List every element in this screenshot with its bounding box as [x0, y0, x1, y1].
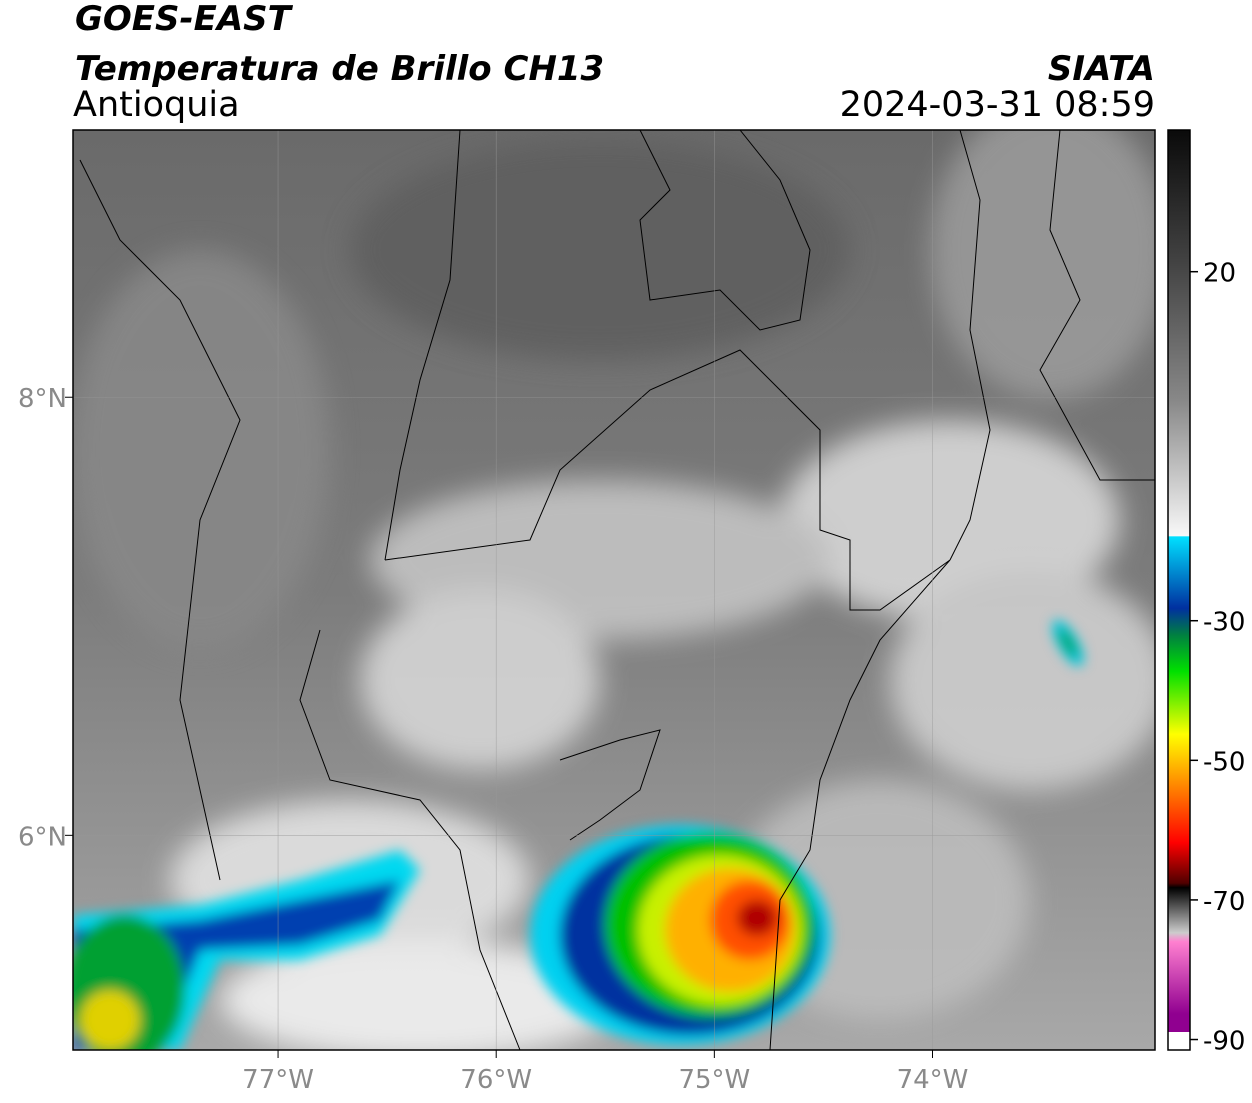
x-tick-label: 74°W: [897, 1065, 969, 1095]
y-tick-label: 8°N: [18, 384, 67, 414]
map-frame: [72, 129, 1156, 1051]
graticule: [73, 130, 1155, 1050]
colorbar-tick-label: -70: [1203, 887, 1245, 917]
x-tick-label: 76°W: [460, 1065, 532, 1095]
satellite-image: [73, 130, 1155, 1050]
satellite-name: GOES-EAST: [75, 0, 294, 39]
agency: SIATA: [1048, 49, 1155, 89]
colorbar-tick-label: -90: [1203, 1027, 1245, 1057]
colorbar-tick-label: -30: [1203, 608, 1245, 638]
x-tick-label: 77°W: [242, 1065, 314, 1095]
x-tick-label: 75°W: [678, 1065, 750, 1095]
colorbar-frame: [1167, 129, 1191, 1051]
colorbar-tick-label: -50: [1203, 747, 1245, 777]
colorbar: [1168, 130, 1190, 1032]
datetime: 2024-03-31 08:59: [840, 85, 1155, 125]
colorbar-tick-label: 20: [1203, 259, 1236, 289]
colorbar-extend: [1168, 1032, 1190, 1050]
region: Antioquia: [73, 85, 240, 125]
y-tick-label: 6°N: [18, 822, 67, 852]
product-title: Temperatura de Brillo CH13: [75, 49, 604, 89]
